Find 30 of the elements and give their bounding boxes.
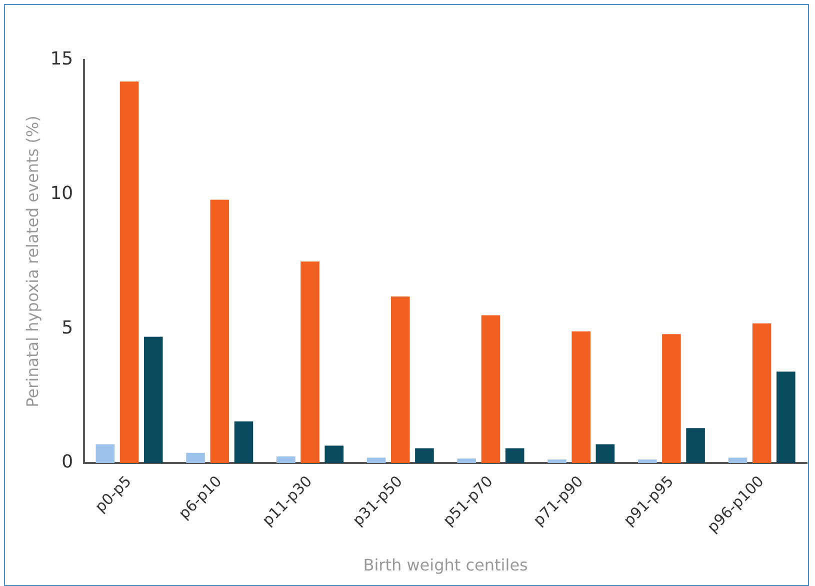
bar	[234, 421, 254, 464]
bar	[596, 444, 615, 464]
bar	[505, 448, 524, 464]
bar	[366, 458, 386, 464]
bar	[776, 372, 796, 464]
bar	[481, 315, 500, 464]
bar	[390, 296, 410, 464]
bar	[752, 323, 772, 464]
bar	[300, 262, 320, 464]
y-tick-label: 10	[50, 183, 74, 204]
bar	[638, 460, 657, 464]
bar	[96, 444, 115, 464]
y-tick-label: 5	[62, 317, 74, 338]
bar	[457, 458, 476, 464]
bar	[210, 200, 230, 464]
bar	[662, 334, 681, 464]
bar	[120, 81, 139, 464]
bar	[686, 428, 705, 464]
bar	[728, 458, 748, 464]
y-tick-label: 15	[50, 48, 74, 70]
bar	[572, 331, 590, 464]
bar	[186, 452, 205, 464]
y-axis-title: Perinatal hypoxia related events (%)	[22, 116, 42, 408]
bar	[144, 336, 163, 464]
x-axis-title: Birth weight centiles	[363, 556, 528, 575]
bar	[324, 446, 344, 464]
bar	[548, 460, 566, 464]
bar	[276, 456, 296, 464]
bar	[415, 448, 434, 464]
y-tick-label: 0	[62, 452, 74, 473]
